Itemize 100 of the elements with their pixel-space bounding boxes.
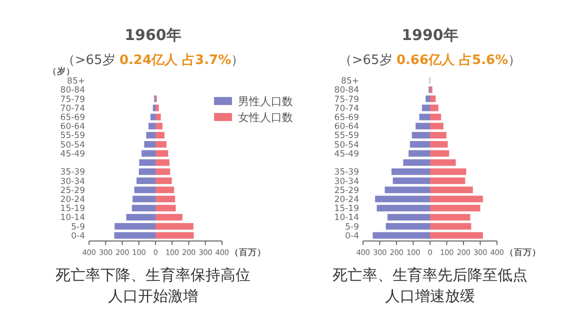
bar bbox=[152, 104, 156, 112]
y-tick-label: 75-79 bbox=[60, 94, 85, 105]
x-axis-title: （百万） bbox=[230, 247, 266, 258]
y-tick-label: 0-4 bbox=[345, 231, 359, 242]
y-tick-label: 20-24 bbox=[60, 195, 85, 205]
bar bbox=[156, 141, 166, 148]
bar bbox=[142, 150, 156, 157]
bar bbox=[156, 186, 174, 194]
y-axis-title: （岁） bbox=[48, 66, 75, 77]
y-tick-label: 25-29 bbox=[60, 186, 85, 196]
bar bbox=[150, 114, 156, 120]
bar bbox=[387, 214, 430, 220]
bar bbox=[430, 204, 480, 212]
y-tick-label: 70-74 bbox=[334, 104, 359, 114]
y-tick-label: 35-39 bbox=[334, 168, 359, 178]
chart-title: 1960年 bbox=[124, 26, 182, 44]
y-tick-label: 85+ bbox=[341, 76, 359, 87]
bar bbox=[412, 132, 430, 138]
x-axis-title: （百万） bbox=[505, 247, 541, 258]
bar bbox=[430, 232, 483, 239]
y-tick-label: 10-14 bbox=[60, 213, 85, 224]
bar bbox=[126, 214, 156, 220]
y-tick-label: 0-4 bbox=[71, 231, 85, 242]
bar bbox=[422, 104, 430, 112]
bar bbox=[156, 196, 176, 202]
bar bbox=[156, 150, 168, 157]
bar bbox=[430, 178, 466, 184]
y-tick-label: 50-54 bbox=[60, 140, 85, 150]
bar bbox=[430, 196, 483, 202]
bar bbox=[132, 204, 156, 212]
y-tick-label: 75-79 bbox=[334, 94, 359, 105]
bar bbox=[156, 214, 182, 220]
text: 死亡率、生育率先后降至低点 bbox=[332, 266, 528, 284]
bar bbox=[375, 196, 430, 202]
chart-subtitle: （>65岁 0.24亿人 占3.7%） bbox=[62, 53, 244, 68]
legend-label: 男性人口数 bbox=[238, 95, 293, 108]
y-tick-label: 45-49 bbox=[60, 149, 85, 160]
bar bbox=[430, 96, 436, 102]
bar bbox=[426, 96, 430, 102]
bar bbox=[114, 223, 156, 230]
bar bbox=[156, 122, 162, 130]
bar bbox=[410, 141, 430, 148]
bar bbox=[156, 223, 194, 230]
y-tick-label: 80-84 bbox=[334, 86, 359, 96]
y-tick-label: 5-9 bbox=[71, 222, 85, 232]
chart-title: 1990年 bbox=[402, 26, 458, 44]
legend-label: 女性人口数 bbox=[238, 111, 293, 124]
bar bbox=[156, 168, 170, 175]
bar bbox=[430, 214, 470, 220]
bar bbox=[156, 104, 159, 112]
bar bbox=[408, 150, 430, 157]
bar bbox=[132, 196, 156, 202]
text: 人口开始激增 bbox=[108, 287, 198, 305]
bar bbox=[430, 223, 472, 230]
y-tick-label: 15-19 bbox=[334, 204, 359, 214]
bar bbox=[134, 186, 156, 194]
bar bbox=[156, 204, 176, 212]
y-tick-label: 45-49 bbox=[334, 149, 359, 160]
y-tick-label: 10-14 bbox=[334, 213, 359, 224]
bar bbox=[156, 132, 164, 138]
bar bbox=[114, 232, 156, 239]
y-tick-label: 60-64 bbox=[60, 122, 85, 132]
y-tick-label: 70-74 bbox=[60, 104, 85, 114]
bar bbox=[136, 178, 156, 184]
bar bbox=[430, 104, 438, 112]
y-tick-label: 25-29 bbox=[334, 186, 359, 196]
bar bbox=[416, 122, 430, 130]
bar bbox=[156, 114, 161, 120]
bar bbox=[430, 150, 450, 157]
bar bbox=[430, 114, 442, 120]
chart-subtitle: （>65岁 0.66亿人 占5.6%） bbox=[338, 53, 522, 68]
bar bbox=[384, 186, 430, 194]
y-tick-label: 85+ bbox=[67, 76, 85, 87]
y-tick-label: 15-19 bbox=[60, 204, 85, 214]
bar bbox=[430, 141, 448, 148]
bar bbox=[403, 159, 430, 166]
text: 死亡率下降、生育率保持高位 bbox=[56, 266, 250, 284]
y-tick-label: 65-69 bbox=[60, 113, 85, 123]
bar bbox=[419, 114, 430, 120]
bar bbox=[430, 168, 466, 175]
bar bbox=[146, 132, 156, 138]
y-tick-label: 55-59 bbox=[334, 131, 359, 142]
bar bbox=[156, 159, 170, 166]
y-tick-label: 80-84 bbox=[60, 86, 85, 96]
y-tick-label: 55-59 bbox=[60, 131, 85, 142]
text: 人口增速放缓 bbox=[385, 287, 475, 305]
y-tick-label: 65-69 bbox=[334, 113, 359, 123]
bar bbox=[144, 141, 156, 148]
bar bbox=[430, 122, 444, 130]
bar bbox=[430, 159, 456, 166]
bar bbox=[139, 159, 156, 166]
bar bbox=[372, 232, 430, 239]
y-tick-label: 5-9 bbox=[345, 222, 359, 232]
y-tick-label: 20-24 bbox=[334, 195, 359, 205]
bar bbox=[156, 178, 172, 184]
bar bbox=[391, 168, 430, 175]
bar bbox=[386, 223, 430, 230]
y-tick-label: 60-64 bbox=[334, 122, 359, 132]
bar bbox=[430, 186, 473, 194]
bar bbox=[148, 122, 156, 130]
